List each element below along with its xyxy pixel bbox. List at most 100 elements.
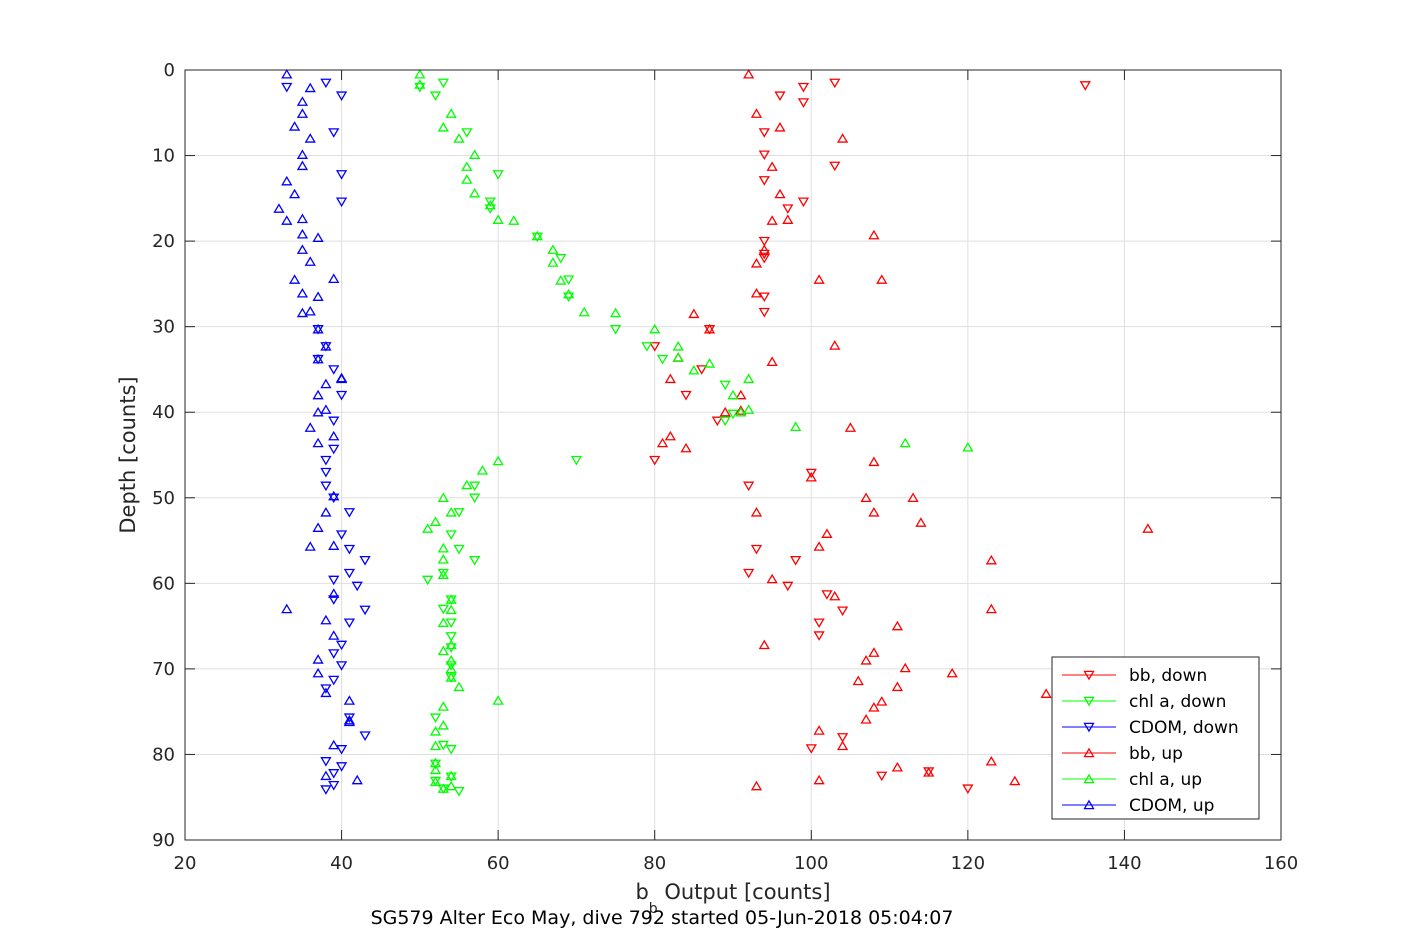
data-point (437, 604, 449, 615)
data-point (758, 150, 770, 161)
data-point (312, 353, 324, 364)
data-point (414, 68, 426, 79)
data-point (664, 430, 677, 441)
data-point (429, 740, 442, 751)
data-point (609, 324, 622, 335)
data-point (962, 441, 974, 452)
y-tick-label: 80 (152, 744, 175, 765)
data-point (547, 244, 559, 254)
data-point (328, 444, 340, 455)
data-point (656, 354, 669, 365)
data-point (296, 287, 309, 298)
data-point (320, 687, 332, 698)
data-point (735, 405, 747, 415)
data-point (328, 575, 340, 586)
data-point (891, 620, 904, 631)
data-point (437, 783, 449, 793)
legend-marker (1083, 799, 1095, 810)
data-point (429, 726, 442, 736)
data-point (868, 506, 880, 517)
x-tick-label: 160 (1264, 853, 1298, 874)
data-point (962, 784, 974, 794)
data-point (328, 649, 340, 659)
data-point (829, 590, 841, 601)
legend-box (1051, 656, 1260, 820)
data-point (320, 506, 332, 517)
y-tick-label: 10 (152, 146, 175, 167)
data-point (789, 555, 802, 566)
data-point (750, 780, 763, 791)
data-point (476, 465, 489, 475)
data-point (296, 149, 309, 159)
data-point (985, 755, 997, 766)
data-point (750, 506, 763, 517)
data-point (320, 785, 332, 795)
data-point (1009, 775, 1021, 786)
data-point (821, 590, 833, 600)
data-point (774, 188, 786, 199)
data-point (445, 745, 457, 755)
data-point (797, 197, 810, 208)
data-point (492, 170, 504, 180)
data-point (766, 356, 778, 366)
series-cdom-down (281, 78, 371, 795)
data-point (320, 614, 332, 625)
data-point (437, 121, 449, 132)
data-point (437, 740, 449, 751)
data-point (570, 455, 583, 466)
data-point (328, 540, 340, 550)
data-point (719, 406, 731, 417)
data-point (335, 197, 348, 208)
data-point (469, 555, 481, 566)
data-point (296, 244, 309, 254)
axis-ticks: 20 40 60 80 100 120 140 160 0 10 20 30 40 50 60 70 80 90 (152, 60, 1298, 874)
data-point (445, 618, 457, 629)
data-point (304, 82, 316, 93)
data-point (320, 757, 332, 767)
data-point (1142, 523, 1154, 533)
data-point (727, 389, 739, 400)
y-tick-label: 50 (152, 488, 175, 509)
data-point (555, 253, 567, 264)
series-bb-down (649, 78, 1091, 794)
data-point (743, 481, 755, 492)
data-point (782, 204, 794, 214)
data-point (328, 128, 340, 138)
legend-entry: bb, down (1129, 666, 1207, 686)
data-point (328, 416, 340, 427)
data-point (1079, 81, 1091, 91)
data-point (437, 701, 449, 711)
data-point (750, 108, 763, 118)
data-point (335, 745, 348, 755)
y-tick-label: 70 (152, 659, 175, 680)
data-point (445, 672, 457, 682)
data-point (312, 291, 324, 301)
data-point (320, 467, 332, 478)
data-point (492, 214, 504, 224)
y-tick-label: 40 (152, 402, 175, 423)
data-point (437, 554, 449, 564)
data-point (797, 98, 810, 108)
data-point (296, 160, 309, 171)
data-point (281, 82, 293, 93)
data-point (680, 442, 692, 453)
data-point (453, 133, 465, 143)
data-point (813, 631, 825, 641)
data-point (343, 716, 356, 727)
data-point (860, 655, 872, 665)
data-point (836, 733, 849, 743)
data-point (813, 725, 825, 735)
x-tick-label: 100 (794, 853, 828, 874)
data-point (343, 544, 356, 555)
data-point (445, 108, 457, 118)
data-point (805, 744, 817, 754)
legend-marker (1083, 696, 1095, 707)
data-point (1040, 688, 1052, 698)
data-point (437, 492, 449, 503)
data-point (649, 455, 661, 466)
data-point (429, 776, 442, 787)
data-point (492, 455, 504, 466)
data-point (445, 661, 457, 671)
legend-entry: bb, up (1129, 744, 1183, 764)
data-point (328, 588, 340, 598)
